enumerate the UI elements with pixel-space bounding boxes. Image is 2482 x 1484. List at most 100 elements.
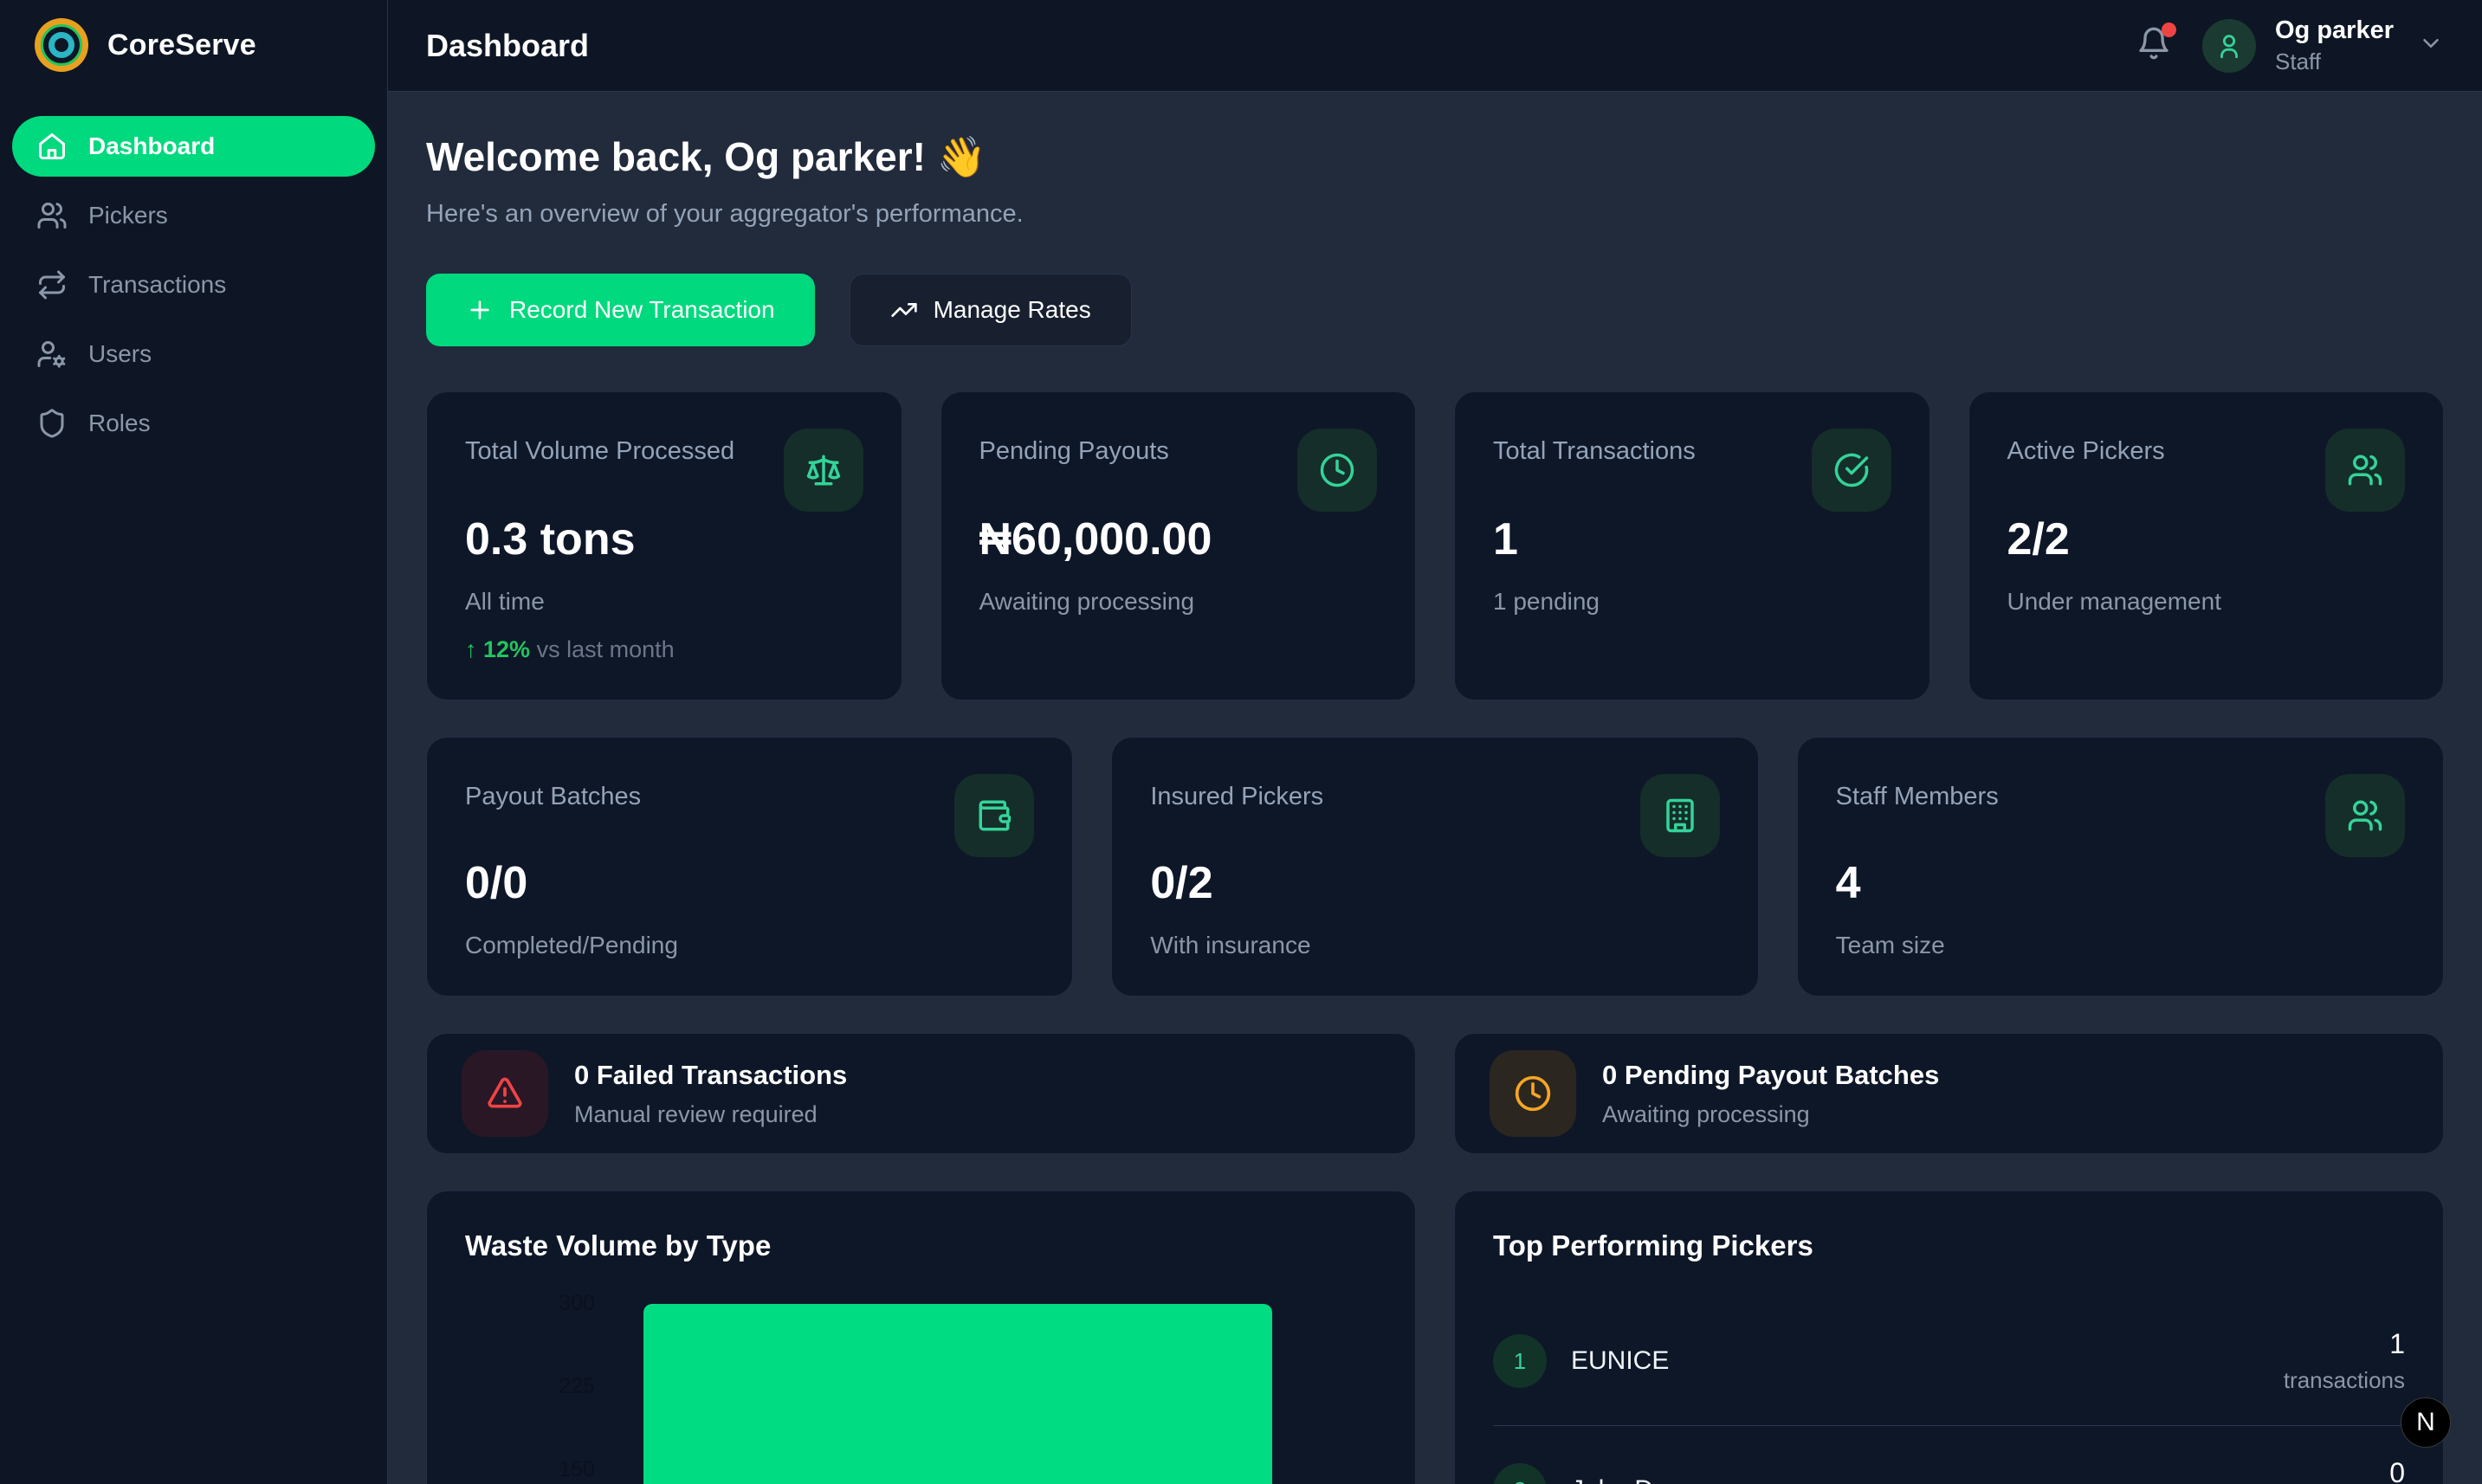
stat-value: 0.3 tons [465,514,636,565]
stat-value: 0/0 [465,858,528,908]
user-menu[interactable]: Og parker Staff [2202,16,2444,75]
user-cog-icon [37,341,66,368]
top-pickers-card: Top Performing Pickers 1 EUNICE 1 transa… [1454,1190,2444,1484]
alert-triangle-icon [462,1050,548,1137]
alert-sub: Awaiting processing [1602,1100,1810,1127]
sidebar-item-roles[interactable]: Roles [12,393,375,454]
shield-icon [40,409,64,438]
users-icon [2325,429,2405,512]
main-content: Welcome back, Og parker! 👋 Here's an ove… [388,92,2482,1484]
stat-value: ₦60,000.00 [979,514,1212,565]
coreserve-logo-icon [35,18,88,72]
manage-button-label: Manage Rates [933,296,1091,323]
user-icon [2220,34,2238,58]
stat-label: Active Pickers [2007,437,2165,465]
user-name: Og parker [2275,16,2394,44]
trending-up-icon [890,303,917,317]
stat-label: Total Transactions [1493,437,1696,465]
alert-pending-payout-batches: 0 Pending Payout Batches Awaiting proces… [1454,1033,2444,1154]
page-title: Dashboard [426,27,590,63]
rank-badge: 1 [1493,1334,1547,1388]
sidebar-item-transactions[interactable]: Transactions [12,255,375,315]
sidebar-item-dashboard[interactable]: Dashboard [12,116,375,177]
picker-value: 1 [2389,1328,2405,1359]
chevron-down-icon [2418,30,2444,61]
picker-name: EUNICE [1571,1346,1670,1375]
stat-label: Payout Batches [465,783,642,810]
y-axis-tick: 225 [559,1374,595,1398]
stat-label: Pending Payouts [979,437,1169,465]
stat-sub: Under management [2007,588,2221,615]
notification-unread-dot [2162,23,2176,37]
stat-value: 1 [1493,514,1518,565]
sidebar-item-pickers[interactable]: Pickers [12,185,375,246]
topbar: Dashboard Og parker Staff [388,0,2482,92]
avatar [2202,18,2256,73]
stat-label: Staff Members [1835,783,1999,810]
stat-card-pending-payouts: Pending Payouts ₦60,000.00 Awaiting proc… [940,391,1416,700]
stat-card-payout-batches: Payout Batches 0/0 Completed/Pending [426,737,1074,997]
stat-sub: All time [465,588,545,615]
stat-value: 4 [1835,858,1861,908]
chart-bar [643,1304,1272,1484]
chart-title: Waste Volume by Type [465,1229,772,1261]
repeat-icon [39,270,65,300]
stat-sub: With insurance [1150,932,1311,958]
waste-volume-chart-card: Waste Volume by Type 30022515075 [426,1190,1416,1484]
alert-failed-transactions: 0 Failed Transactions Manual review requ… [426,1033,1416,1154]
picker-list-item: 1 EUNICE 1 transactions [1493,1297,2405,1425]
users-icon [2324,774,2405,857]
stat-sub: Awaiting processing [979,588,1195,615]
welcome-subheading: Here's an overview of your aggregator's … [426,200,1024,228]
rank-badge: 2 [1493,1463,1547,1484]
bar-chart: 30022515075 [465,1283,1377,1484]
building-icon [1639,774,1720,857]
picker-name: John Doe [1571,1475,1682,1484]
sidebar-item-label: Dashboard [88,132,216,159]
plus-icon [470,300,489,319]
stat-sub: 1 pending [1493,588,1600,615]
stat-label: Total Volume Processed [465,437,735,465]
brand-name: CoreServe [107,28,256,61]
scale-icon [783,429,863,512]
clock-icon [1297,429,1377,512]
stat-sub: Completed/Pending [465,932,678,958]
house-icon [39,133,65,159]
check-circle-icon [1811,429,1891,512]
sidebar-item-label: Users [88,340,152,367]
picker-value: 0 [2389,1457,2405,1484]
alert-title: 0 Failed Transactions [574,1059,848,1090]
sidebar-item-label: Roles [88,410,151,436]
picker-unit: transactions [2283,1367,2405,1393]
stat-sub: Team size [1835,932,1945,958]
sidebar-item-label: Pickers [88,202,168,229]
alert-sub: Manual review required [574,1100,818,1127]
picker-list-item: 2 John Doe 0 transactions [1493,1425,2405,1484]
sidebar: CoreServe Dashboard Pickers Transactions… [0,0,388,1484]
y-axis-tick: 150 [559,1457,595,1481]
stat-value: 0/2 [1150,858,1213,908]
stat-card-total-volume: Total Volume Processed 0.3 tons All time… [426,391,902,700]
notifications-button[interactable] [2136,23,2176,65]
stat-card-total-transactions: Total Transactions 1 1 pending [1454,391,1930,700]
sidebar-item-users[interactable]: Users [12,324,375,384]
brand: CoreServe [0,0,387,90]
stat-trend: ↑ 12% vs last month [465,636,675,662]
alert-title: 0 Pending Payout Batches [1602,1059,1940,1090]
bell-icon [2139,27,2169,60]
record-button-label: Record New Transaction [509,296,775,323]
users-icon [37,203,67,229]
clock-icon [1490,1050,1576,1137]
record-new-transaction-button[interactable]: Record New Transaction [426,274,815,346]
wallet-icon [954,774,1035,857]
stat-label: Insured Pickers [1150,783,1324,810]
pickers-title: Top Performing Pickers [1493,1229,1813,1261]
sidebar-nav: Dashboard Pickers Transactions Users Rol… [0,90,387,1484]
manage-rates-button[interactable]: Manage Rates [849,274,1132,346]
sidebar-item-label: Transactions [88,271,227,298]
stat-card-staff-members: Staff Members 4 Team size [1796,737,2444,997]
stat-card-active-pickers: Active Pickers 2/2 Under management [1968,391,2444,700]
nextjs-dev-badge[interactable]: N [2401,1397,2451,1448]
stat-value: 2/2 [2007,514,2070,565]
